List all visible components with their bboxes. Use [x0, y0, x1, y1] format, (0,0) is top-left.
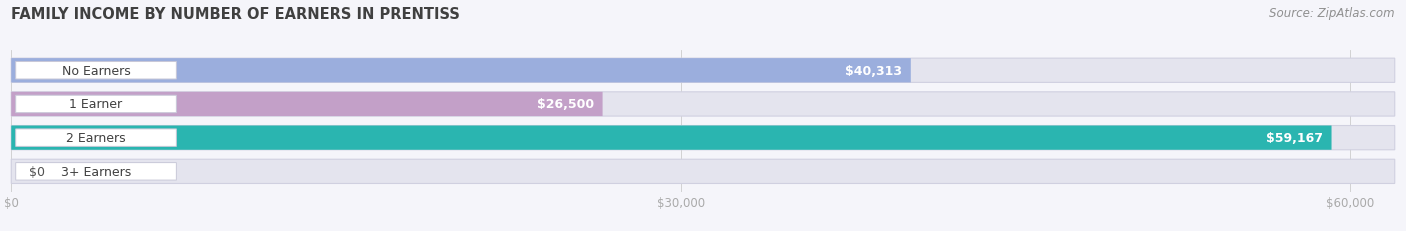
Text: FAMILY INCOME BY NUMBER OF EARNERS IN PRENTISS: FAMILY INCOME BY NUMBER OF EARNERS IN PR…	[11, 7, 460, 22]
FancyBboxPatch shape	[11, 59, 1395, 83]
FancyBboxPatch shape	[11, 126, 1331, 150]
FancyBboxPatch shape	[11, 92, 1395, 117]
FancyBboxPatch shape	[15, 96, 176, 113]
FancyBboxPatch shape	[15, 129, 176, 147]
FancyBboxPatch shape	[11, 126, 1395, 150]
Text: 1 Earner: 1 Earner	[69, 98, 122, 111]
FancyBboxPatch shape	[11, 59, 911, 83]
Text: $0: $0	[30, 165, 45, 178]
FancyBboxPatch shape	[15, 62, 176, 80]
Text: $59,167: $59,167	[1265, 132, 1323, 145]
Text: $26,500: $26,500	[537, 98, 593, 111]
Text: Source: ZipAtlas.com: Source: ZipAtlas.com	[1270, 7, 1395, 20]
Text: 2 Earners: 2 Earners	[66, 132, 127, 145]
Text: $40,313: $40,313	[845, 64, 901, 77]
Text: No Earners: No Earners	[62, 64, 131, 77]
FancyBboxPatch shape	[11, 92, 603, 117]
FancyBboxPatch shape	[11, 160, 1395, 184]
FancyBboxPatch shape	[15, 163, 176, 180]
Text: 3+ Earners: 3+ Earners	[60, 165, 131, 178]
